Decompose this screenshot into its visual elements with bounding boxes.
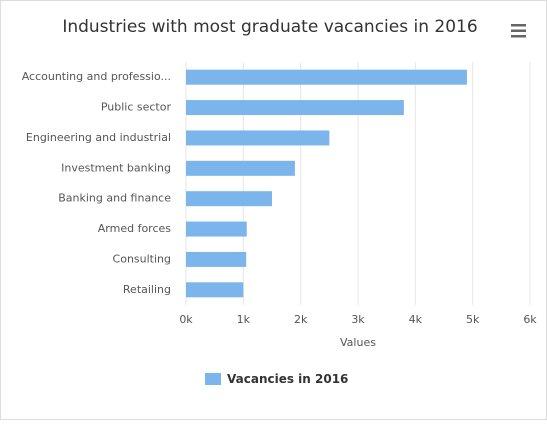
bar[interactable] xyxy=(186,191,272,207)
y-tick-label: Public sector xyxy=(101,101,172,114)
legend-label[interactable]: Vacancies in 2016 xyxy=(227,372,348,386)
x-tick-label: 0k xyxy=(179,313,193,326)
x-tick-label: 3k xyxy=(351,313,365,326)
y-tick-label: Investment banking xyxy=(61,161,171,174)
chart-title: Industries with most graduate vacancies … xyxy=(62,17,477,37)
x-axis-title: Values xyxy=(340,336,376,349)
y-tick-label: Banking and finance xyxy=(58,192,171,205)
x-tick-label: 6k xyxy=(523,313,537,326)
bar[interactable] xyxy=(186,69,467,85)
x-tick-label: 5k xyxy=(466,313,480,326)
y-tick-label: Engineering and industrial xyxy=(26,131,171,144)
y-tick-label: Consulting xyxy=(113,252,171,265)
menu-icon[interactable] xyxy=(511,24,526,38)
x-tick-label: 2k xyxy=(294,313,308,326)
legend-swatch[interactable] xyxy=(205,373,221,385)
y-tick-label: Retailing xyxy=(123,283,171,296)
bar[interactable] xyxy=(186,282,244,298)
bar[interactable] xyxy=(186,221,247,237)
x-tick-label: 1k xyxy=(237,313,251,326)
x-tick-label: 4k xyxy=(409,313,423,326)
bar[interactable] xyxy=(186,100,404,116)
y-tick-label: Armed forces xyxy=(98,222,172,235)
bar[interactable] xyxy=(186,251,247,267)
bar[interactable] xyxy=(186,160,295,176)
y-tick-label: Accounting and professio... xyxy=(22,70,171,83)
bar[interactable] xyxy=(186,130,330,146)
